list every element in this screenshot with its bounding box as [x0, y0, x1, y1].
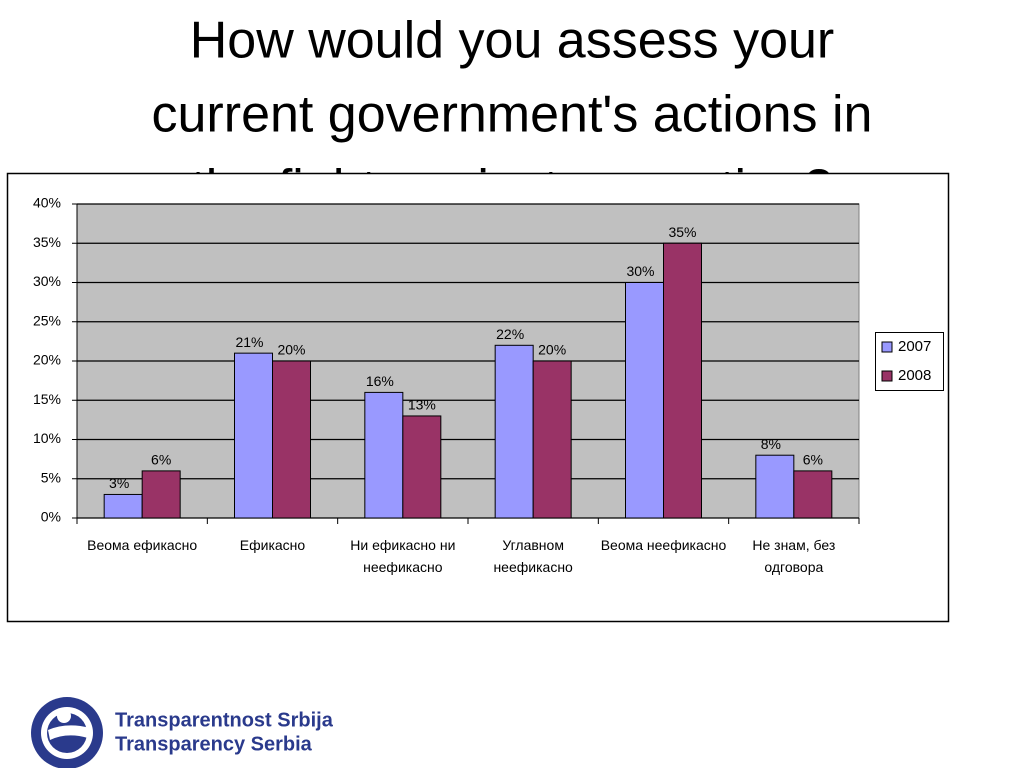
bar — [234, 352, 273, 519]
bar — [272, 360, 311, 519]
data-label: 8% — [761, 436, 781, 452]
legend-swatch — [881, 341, 893, 353]
data-label: 13% — [408, 397, 436, 413]
data-label: 20% — [277, 342, 305, 358]
legend-swatch — [881, 370, 893, 382]
x-tick-label: Углавном неефикасно — [493, 537, 573, 575]
y-tick-label: 30% — [33, 273, 61, 289]
bar — [364, 391, 404, 519]
x-tick-label: Ни ефикасно ни неефикасно — [350, 537, 456, 575]
x-tick-label: Не знам, без одговора — [752, 537, 836, 575]
bar — [755, 454, 795, 519]
data-label: 6% — [803, 452, 823, 468]
data-label: 6% — [151, 452, 171, 468]
bar — [494, 344, 534, 519]
bar — [532, 360, 572, 519]
bar — [141, 470, 181, 519]
x-tick-label: Ефикасно — [239, 537, 306, 553]
data-label: 30% — [626, 263, 654, 279]
bar — [402, 415, 442, 519]
data-label: 3% — [109, 475, 129, 491]
data-label: 22% — [496, 326, 524, 342]
x-tick-label: Веома неефикасно — [600, 537, 727, 553]
logo-icon — [31, 697, 103, 768]
y-tick-label: 10% — [33, 430, 61, 446]
logo-text: Transparency Serbia — [115, 733, 313, 755]
legend-label: 2008 — [898, 367, 931, 384]
bar — [793, 470, 833, 519]
data-label: 16% — [366, 373, 394, 389]
y-tick-label: 5% — [41, 469, 61, 485]
bar — [663, 242, 702, 519]
x-tick-label: Веома ефикасно — [87, 537, 198, 553]
data-label: 35% — [668, 224, 696, 240]
y-tick-label: 35% — [33, 234, 61, 250]
data-label: 21% — [235, 334, 263, 350]
y-tick-label: 0% — [41, 509, 61, 525]
y-tick-label: 15% — [33, 391, 61, 407]
bar — [103, 493, 143, 519]
legend-label: 2007 — [898, 338, 931, 355]
slide-title: How would you assess your — [190, 12, 835, 70]
y-tick-label: 40% — [33, 195, 61, 211]
data-label: 20% — [538, 342, 566, 358]
y-tick-label: 25% — [33, 312, 61, 328]
logo-text: Transparentnost Srbija — [115, 709, 334, 731]
bar — [625, 282, 664, 519]
y-tick-label: 20% — [33, 352, 61, 368]
slide-title: current government's actions in — [152, 86, 873, 144]
